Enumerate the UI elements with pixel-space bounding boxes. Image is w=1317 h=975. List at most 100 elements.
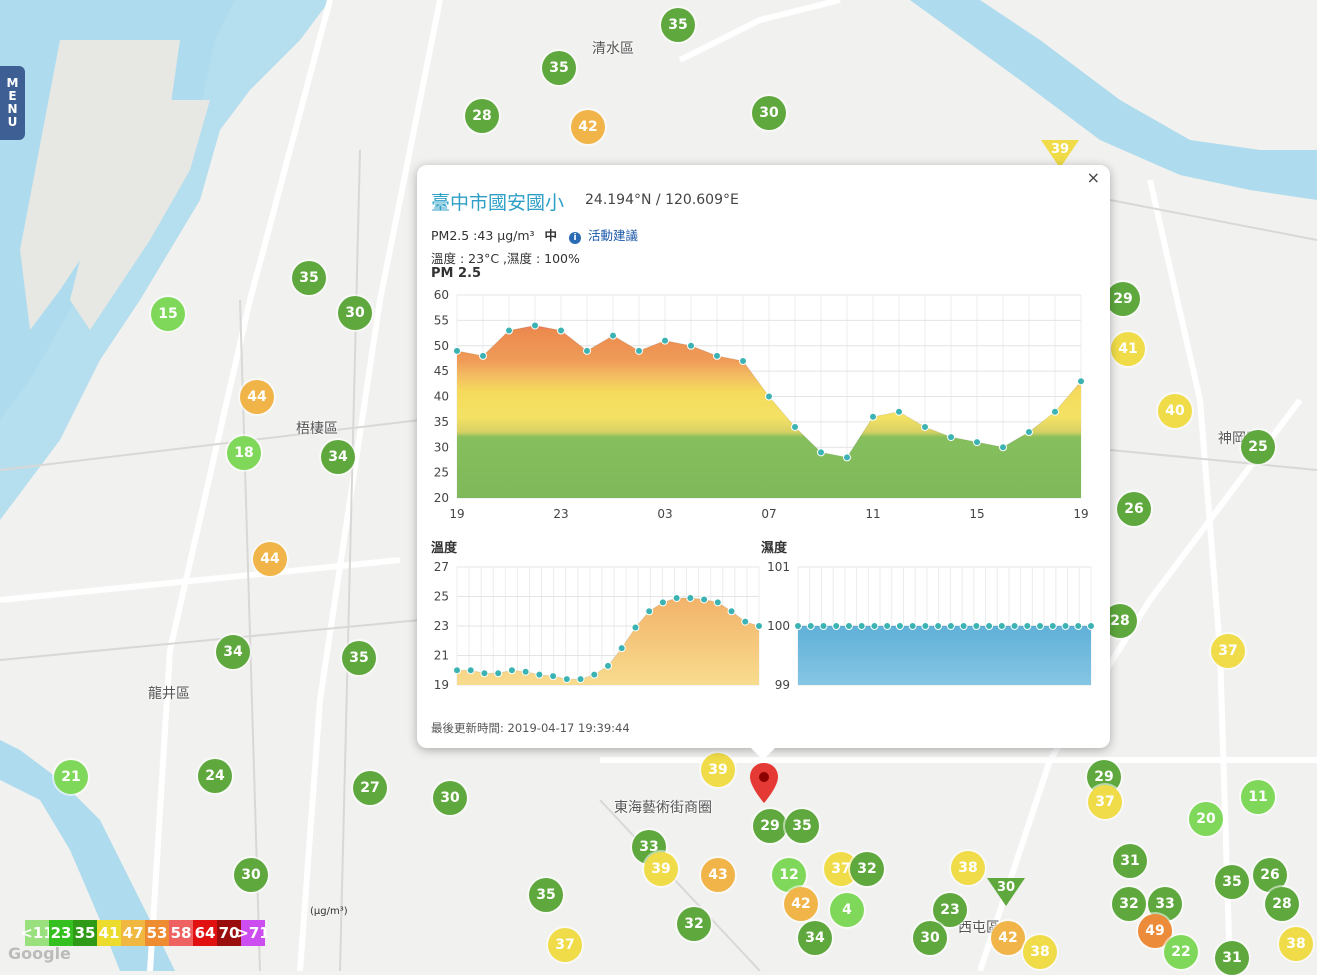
pm-chart-title: PM 2.5 — [431, 266, 482, 281]
station-marker[interactable]: 31 — [1113, 844, 1147, 878]
station-marker[interactable]: 44 — [240, 380, 274, 414]
pm-reading: PM2.5 :43 μg/m³ 中 i 活動建議 — [431, 225, 638, 244]
station-marker[interactable]: 35 — [1215, 865, 1249, 899]
data-point — [521, 667, 530, 676]
y-tick-label: 55 — [434, 313, 449, 327]
station-marker[interactable]: 22 — [1164, 935, 1198, 969]
station-marker[interactable]: 30 — [234, 858, 268, 892]
data-point — [1023, 622, 1032, 630]
y-tick-label: 27 — [434, 560, 449, 574]
info-icon[interactable]: i — [569, 232, 582, 244]
station-marker[interactable]: 35 — [292, 261, 326, 295]
station-marker[interactable]: 21 — [54, 760, 88, 794]
station-marker[interactable]: 39 — [701, 753, 735, 787]
station-marker[interactable]: 26 — [1117, 492, 1151, 526]
station-marker[interactable]: 38 — [951, 851, 985, 885]
station-marker[interactable]: 34 — [216, 635, 250, 669]
station-marker[interactable]: 35 — [661, 8, 695, 42]
station-marker[interactable]: 15 — [151, 297, 185, 331]
data-point — [755, 622, 762, 630]
station-marker[interactable]: 37 — [548, 928, 582, 962]
station-marker[interactable]: 34 — [321, 440, 355, 474]
data-point — [645, 607, 654, 616]
data-point — [576, 675, 585, 684]
station-marker[interactable]: 35 — [529, 878, 563, 912]
station-marker[interactable]: 29 — [753, 809, 787, 843]
station-marker[interactable]: 38 — [1023, 935, 1057, 969]
x-tick-label: 23 — [553, 507, 568, 521]
station-marker[interactable]: 32 — [677, 907, 711, 941]
data-point — [631, 623, 640, 632]
station-marker[interactable]: 38 — [1279, 927, 1313, 961]
station-marker[interactable]: 37 — [1211, 634, 1245, 668]
station-marker[interactable]: 30 — [913, 921, 947, 955]
data-point — [1025, 428, 1033, 437]
aqi-legend: <11 23 35 41 47 53 58 64 70 >71 — [20, 920, 270, 946]
legend-unit: (μg/m³) — [310, 906, 348, 917]
station-triangle-marker[interactable]: 39 — [1041, 140, 1079, 168]
station-marker[interactable]: 28 — [1265, 887, 1299, 921]
station-marker[interactable]: 12 — [772, 858, 806, 892]
menu-button[interactable]: M E N U — [0, 66, 25, 140]
station-marker[interactable]: 39 — [644, 852, 678, 886]
legend-swatch: 64 — [193, 920, 217, 946]
data-point — [562, 675, 571, 684]
place-label: 梧棲區 — [296, 421, 338, 437]
station-marker[interactable]: 18 — [227, 436, 261, 470]
station-marker[interactable]: 28 — [465, 99, 499, 133]
station-marker[interactable]: 31 — [1215, 941, 1249, 975]
temperature-chart: 19 21 23 25 27 — [434, 560, 762, 692]
y-tick-label: 60 — [434, 288, 449, 302]
data-point — [1074, 622, 1083, 630]
data-point — [480, 669, 489, 678]
y-tick-label: 25 — [434, 590, 449, 604]
station-marker[interactable]: 35 — [342, 641, 376, 675]
data-point — [765, 392, 773, 401]
legend-swatch: <11 — [20, 920, 54, 946]
legend-swatch: 70 — [217, 920, 241, 946]
station-marker[interactable]: 20 — [1189, 802, 1223, 836]
y-tick-label: 45 — [434, 364, 449, 378]
station-marker[interactable]: 32 — [850, 852, 884, 886]
station-marker[interactable]: 41 — [1111, 332, 1145, 366]
station-marker[interactable]: 40 — [1158, 394, 1192, 428]
station-marker[interactable]: 24 — [198, 759, 232, 793]
station-marker[interactable]: 26 — [1253, 858, 1287, 892]
station-marker[interactable]: 35 — [542, 51, 576, 85]
station-marker[interactable]: 37 — [1088, 785, 1122, 819]
map-pin-icon[interactable] — [750, 763, 778, 805]
station-marker[interactable]: 43 — [701, 858, 735, 892]
station-triangle-marker[interactable]: 30 — [987, 878, 1025, 906]
station-marker[interactable]: 23 — [933, 893, 967, 927]
station-marker[interactable]: 25 — [1241, 430, 1275, 464]
station-title[interactable]: 臺中市國安國小 — [431, 192, 565, 214]
menu-letter: M — [6, 76, 19, 90]
station-marker[interactable]: 30 — [752, 96, 786, 130]
data-point — [713, 351, 721, 360]
station-marker[interactable]: 11 — [1241, 780, 1275, 814]
data-point — [843, 453, 851, 462]
data-point — [549, 672, 558, 681]
station-marker[interactable]: 29 — [1106, 282, 1140, 316]
data-point — [583, 346, 591, 355]
marker-value: 30 — [996, 880, 1016, 895]
station-marker[interactable]: 44 — [253, 542, 287, 576]
station-marker[interactable]: 30 — [433, 781, 467, 815]
data-point — [997, 622, 1006, 630]
station-marker[interactable]: 37 — [824, 852, 858, 886]
close-button[interactable]: × — [1086, 168, 1100, 187]
station-marker[interactable]: 4 — [830, 893, 864, 927]
station-marker[interactable]: 32 — [1112, 887, 1146, 921]
station-marker[interactable]: 42 — [991, 921, 1025, 955]
y-tick-label: 20 — [434, 491, 449, 505]
station-marker[interactable]: 27 — [353, 771, 387, 805]
activity-advice-link[interactable]: 活動建議 — [588, 228, 639, 243]
data-point — [921, 622, 930, 630]
station-marker[interactable]: 30 — [338, 296, 372, 330]
station-marker[interactable]: 34 — [798, 921, 832, 955]
data-point — [1061, 622, 1070, 630]
station-marker[interactable]: 42 — [571, 110, 605, 144]
station-marker[interactable]: 35 — [785, 809, 819, 843]
station-marker[interactable]: 42 — [784, 887, 818, 921]
data-point — [672, 593, 681, 602]
